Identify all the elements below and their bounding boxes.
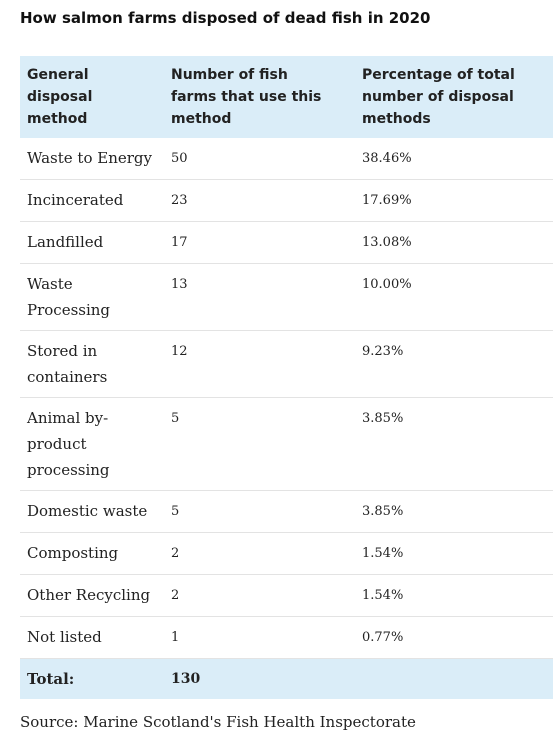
header-farms: Number of fish farms that use this method: [164, 56, 355, 138]
farms-cell: 5: [164, 490, 355, 533]
total-percentage: [355, 658, 553, 699]
method-line: Not listed: [27, 628, 102, 646]
table-body: Waste to Energy 50 38.46% Incincerated 23 17.…: [20, 138, 553, 659]
header-line: method: [171, 111, 232, 127]
farms-cell: 50: [164, 138, 355, 180]
table-row: Not listed 1 0.77%: [20, 616, 553, 659]
method-cell: Not listed: [20, 616, 164, 659]
table-row: Other Recycling 2 1.54%: [20, 574, 553, 617]
percentage-cell: 9.23%: [355, 330, 553, 398]
method-line: Waste: [27, 275, 73, 293]
header-line: methods: [362, 111, 431, 127]
header-method: General disposal method: [20, 56, 164, 138]
percentage-cell: 3.85%: [355, 490, 553, 533]
method-cell: Other Recycling: [20, 574, 164, 617]
method-line: Domestic waste: [27, 502, 148, 520]
method-line: Waste to Energy: [27, 149, 152, 167]
header-line: farms that use this: [171, 89, 322, 105]
table-row: Landfilled 17 13.08%: [20, 221, 553, 264]
percentage-cell: 1.54%: [355, 532, 553, 575]
farms-cell: 17: [164, 221, 355, 264]
method-cell: Landfilled: [20, 221, 164, 264]
chart-title: How salmon farms disposed of dead fish i…: [20, 9, 431, 27]
table-header: General disposal method Number of fish farms…: [20, 56, 553, 138]
percentage-cell: 17.69%: [355, 179, 553, 222]
method-line: Composting: [27, 544, 119, 562]
farms-cell: 23: [164, 179, 355, 222]
method-line: Stored in: [27, 342, 98, 360]
farms-cell: 2: [164, 574, 355, 617]
header-line: method: [27, 111, 88, 127]
method-line: processing: [27, 461, 110, 479]
table-row: Incincerated 23 17.69%: [20, 179, 553, 222]
percentage-cell: 1.54%: [355, 574, 553, 617]
header-line: disposal: [27, 89, 93, 105]
table-row: Composting 2 1.54%: [20, 532, 553, 575]
table-row: Waste to Energy 50 38.46%: [20, 138, 553, 180]
header-row: General disposal method Number of fish farms…: [20, 56, 553, 138]
table-row: Animal by-product processing 5 3.85%: [20, 397, 553, 491]
method-cell: Stored in containers: [20, 330, 164, 398]
farms-cell: 12: [164, 330, 355, 398]
percentage-cell: 3.85%: [355, 397, 553, 491]
method-cell: Incincerated: [20, 179, 164, 222]
source-note: Source: Marine Scotland's Fish Health In…: [20, 713, 416, 731]
table-row: Domestic waste 5 3.85%: [20, 490, 553, 533]
method-line: Other Recycling: [27, 586, 151, 604]
total-label: Total:: [20, 658, 164, 699]
header-line: General: [27, 67, 89, 83]
table-footer: Total: 130: [20, 658, 553, 699]
header-line: number of disposal: [362, 89, 514, 105]
farms-cell: 1: [164, 616, 355, 659]
method-line: Incincerated: [27, 191, 124, 209]
total-row: Total: 130: [20, 658, 553, 699]
farms-cell: 2: [164, 532, 355, 575]
header-line: Number of fish: [171, 67, 288, 83]
method-line: Landfilled: [27, 233, 104, 251]
farms-cell: 5: [164, 397, 355, 491]
table-row: Stored in containers 12 9.23%: [20, 330, 553, 398]
table-row: Waste Processing 13 10.00%: [20, 263, 553, 331]
percentage-cell: 13.08%: [355, 221, 553, 264]
method-cell: Domestic waste: [20, 490, 164, 533]
method-cell: Waste Processing: [20, 263, 164, 331]
header-line: Percentage of total: [362, 67, 515, 83]
total-farms: 130: [164, 658, 355, 699]
disposal-table: General disposal method Number of fish farms…: [20, 56, 553, 699]
method-line: containers: [27, 368, 108, 386]
method-cell: Animal by-product processing: [20, 397, 164, 491]
method-cell: Composting: [20, 532, 164, 575]
method-cell: Waste to Energy: [20, 138, 164, 180]
percentage-cell: 38.46%: [355, 138, 553, 180]
method-line: Animal by-: [27, 409, 109, 427]
method-line: product: [27, 435, 87, 453]
header-percentage: Percentage of total number of disposal met…: [355, 56, 553, 138]
percentage-cell: 0.77%: [355, 616, 553, 659]
percentage-cell: 10.00%: [355, 263, 553, 331]
farms-cell: 13: [164, 263, 355, 331]
method-line: Processing: [27, 301, 111, 319]
